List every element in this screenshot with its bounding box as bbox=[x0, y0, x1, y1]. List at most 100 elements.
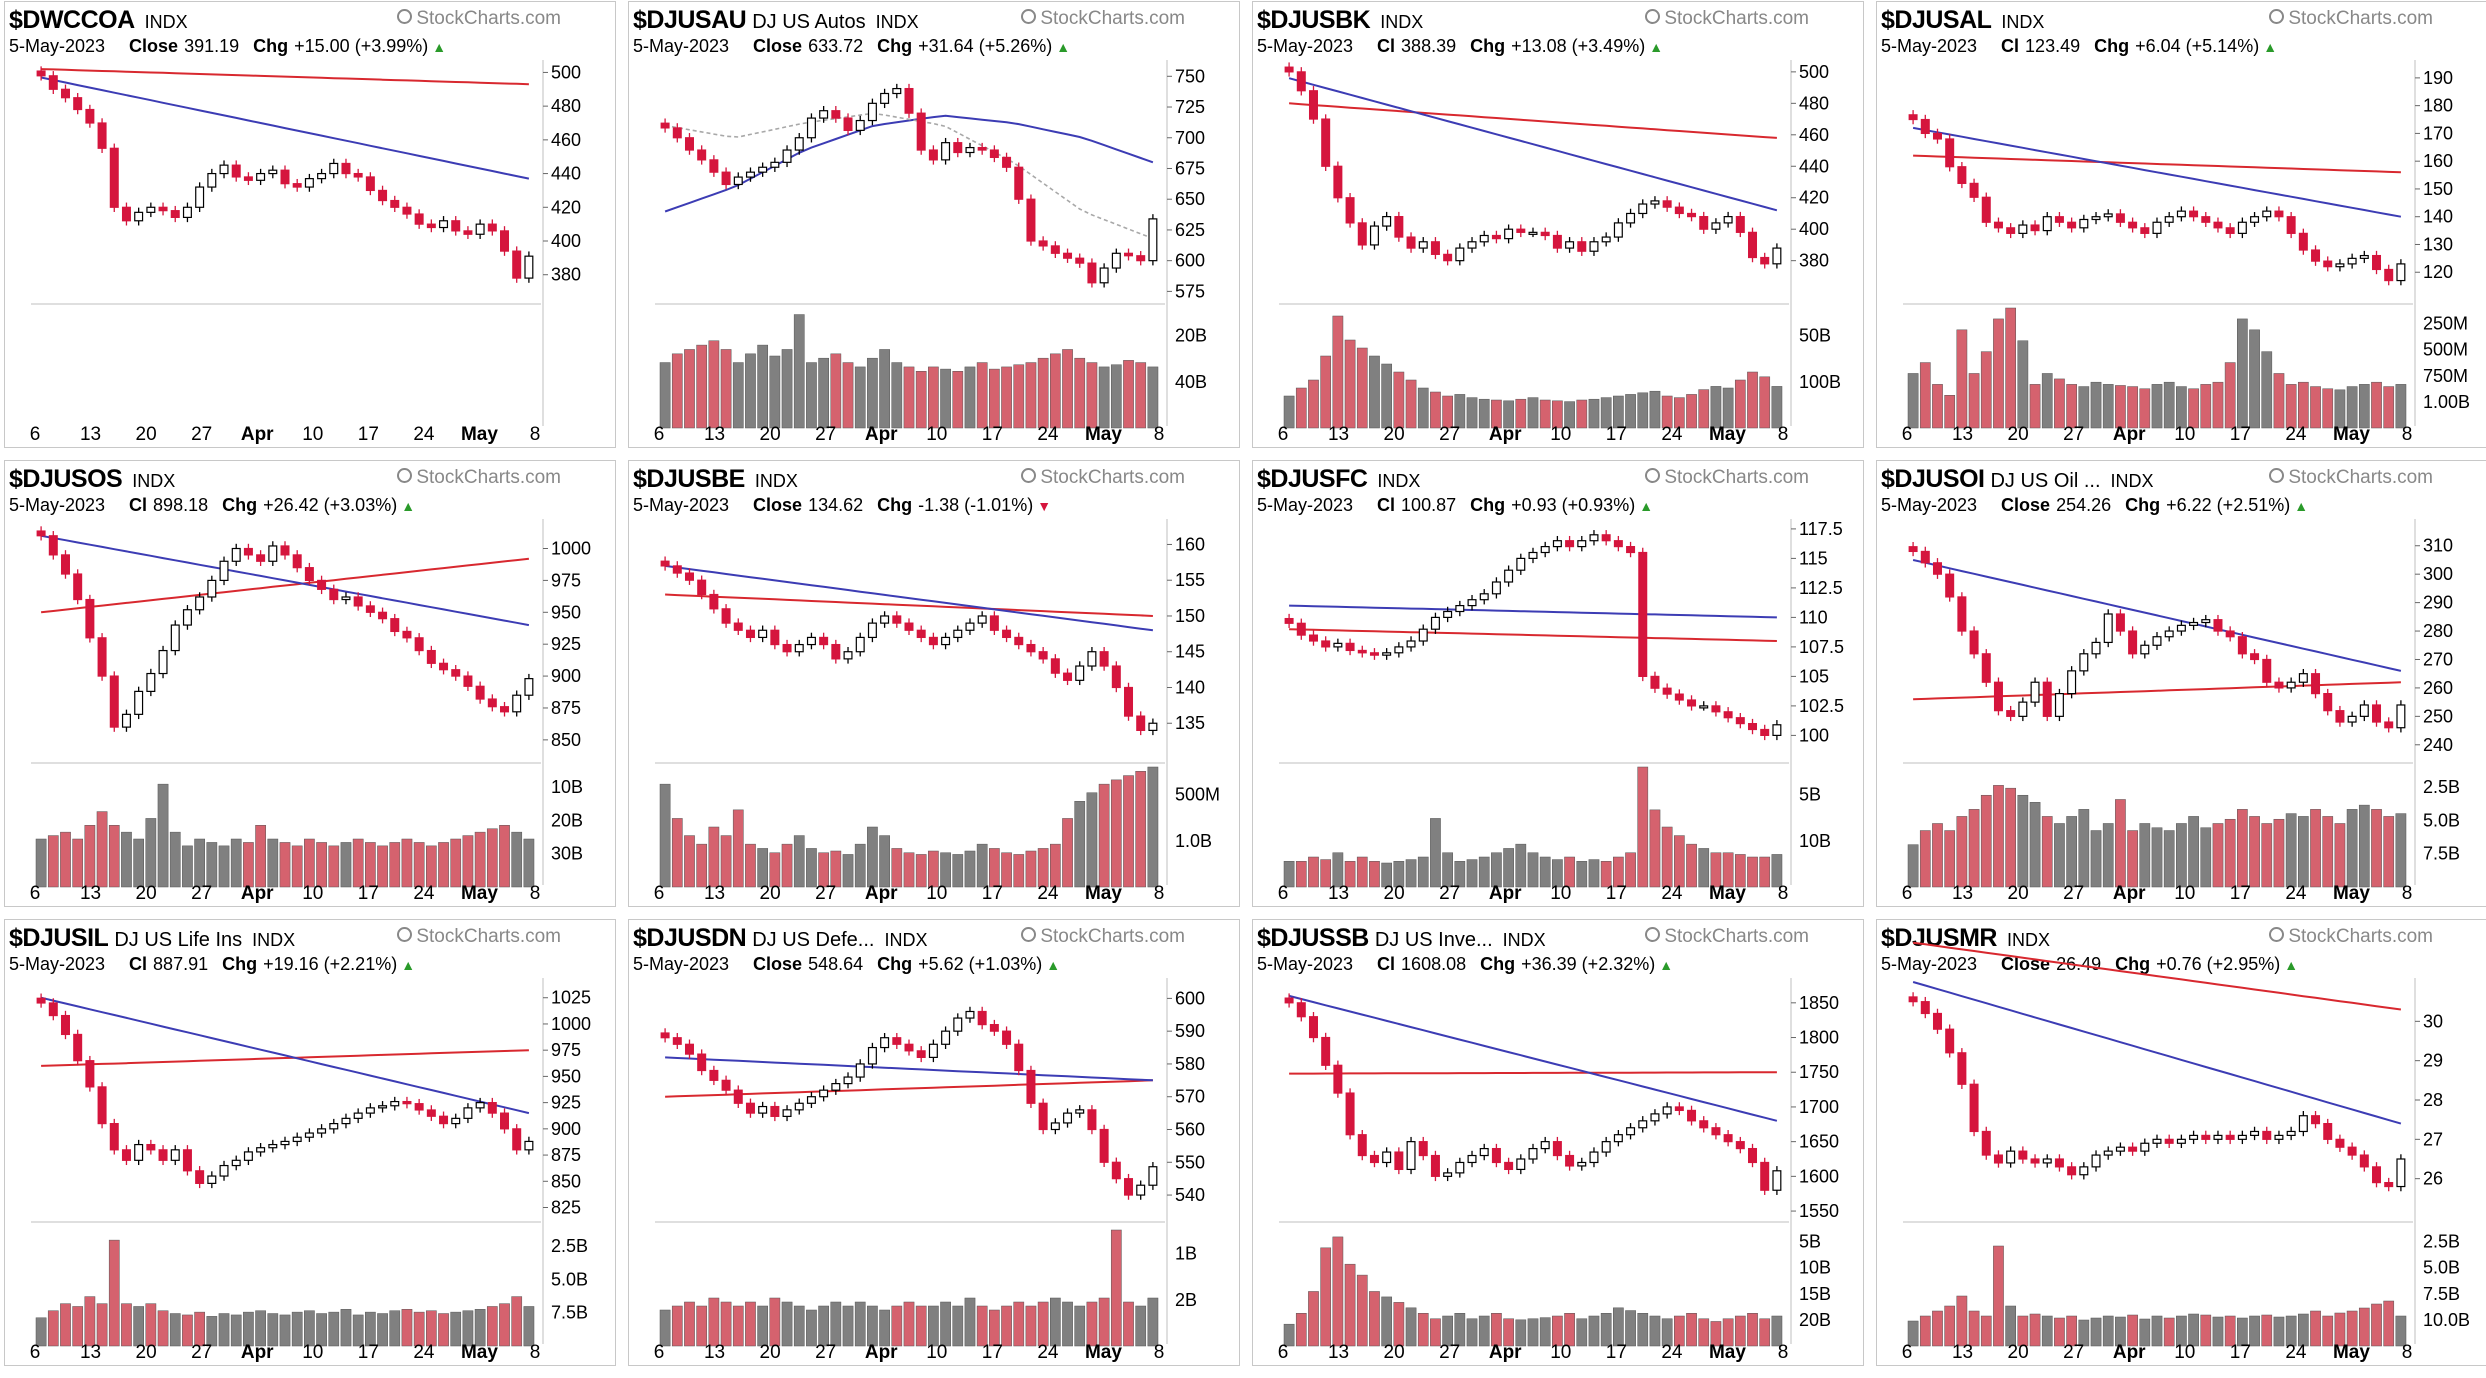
candle bbox=[1111, 665, 1121, 689]
candle bbox=[1674, 206, 1684, 215]
candle bbox=[794, 137, 804, 151]
chart-panel[interactable]: $DWCCOA INDX StockCharts.com 5-May-2023 Clos… bbox=[4, 1, 616, 448]
candle bbox=[2396, 263, 2406, 282]
volume-bar bbox=[1283, 861, 1295, 888]
change-label: Chg bbox=[1480, 954, 1516, 974]
exchange-label: INDX bbox=[1377, 471, 1421, 491]
candle bbox=[1418, 241, 1428, 249]
candle bbox=[1308, 1016, 1318, 1039]
candle bbox=[256, 554, 266, 562]
chart-panel[interactable]: $DJUSBE INDX StockCharts.com 5-May-2023 Clos… bbox=[628, 460, 1240, 907]
volume-bar bbox=[708, 340, 720, 429]
x-tick-label: 20 bbox=[2008, 424, 2029, 445]
volume-bar bbox=[1123, 1301, 1134, 1347]
volume-bar bbox=[793, 835, 805, 888]
chart-panel[interactable]: $DJUSAU DJ US Autos INDX StockCharts.com 5-M… bbox=[628, 1, 1240, 448]
chart-panel[interactable]: $DJUSIL DJ US Life Ins INDX StockCharts.com… bbox=[4, 919, 616, 1366]
y-tick-label: 112.5 bbox=[1799, 578, 1843, 598]
volume-bar bbox=[830, 1301, 842, 1347]
volume-bar bbox=[745, 1301, 756, 1347]
volume-bar bbox=[1013, 364, 1025, 429]
candle bbox=[2250, 216, 2260, 223]
volume-bar bbox=[732, 809, 744, 888]
x-tick-label: 13 bbox=[1328, 424, 1349, 445]
volume-bar bbox=[757, 1305, 769, 1347]
exchange-label: INDX bbox=[884, 930, 928, 950]
candle bbox=[1148, 1166, 1158, 1186]
x-tick-label: May bbox=[2333, 1342, 2370, 1363]
volume-bar bbox=[1110, 1229, 1122, 1347]
volume-bar bbox=[903, 366, 915, 429]
volume-bar bbox=[1466, 1318, 1478, 1347]
volume-bar bbox=[1049, 843, 1061, 888]
chart-panel[interactable]: $DJUSOS INDX StockCharts.com 5-May-2023 Cl 89… bbox=[4, 460, 616, 907]
x-tick-label: 8 bbox=[1154, 883, 1165, 904]
candle bbox=[977, 146, 987, 151]
candle bbox=[170, 1149, 180, 1161]
candle bbox=[268, 1143, 278, 1149]
volume-tick-label: 5.0B bbox=[2423, 1258, 2460, 1278]
chart-panel[interactable]: $DJUSBK INDX StockCharts.com 5-May-2023 Cl 38… bbox=[1252, 1, 1864, 448]
candle bbox=[1552, 1141, 1562, 1157]
candle bbox=[1369, 225, 1379, 246]
candle bbox=[2164, 1138, 2174, 1144]
chart-panel[interactable]: $DJUSAL INDX StockCharts.com 5-May-2023 Cl 12… bbox=[1876, 1, 2486, 448]
change-label: Chg bbox=[222, 954, 258, 974]
volume-bar bbox=[1295, 387, 1307, 429]
candle bbox=[1699, 705, 1709, 709]
brand-text: StockCharts.com bbox=[2288, 8, 2433, 29]
candle bbox=[195, 186, 205, 208]
x-tick-label: Apr bbox=[865, 424, 898, 445]
candle bbox=[2237, 636, 2247, 655]
volume-bar bbox=[1356, 347, 1368, 429]
volume-bar bbox=[2054, 378, 2065, 429]
candle bbox=[880, 615, 890, 624]
quote-line: 5-May-2023 Cl 100.87 Chg +0.93 (+0.93%) ▲ bbox=[1257, 495, 1653, 516]
candle bbox=[1430, 616, 1440, 630]
volume-bar bbox=[206, 842, 218, 888]
volume-bar bbox=[1968, 1310, 1980, 1347]
candle bbox=[1026, 1069, 1036, 1104]
exchange-label: INDX bbox=[875, 12, 919, 32]
volume-bar bbox=[267, 838, 279, 888]
volume-tick-label: 10B bbox=[551, 777, 583, 797]
volume-tick-label: 40B bbox=[1175, 372, 1207, 392]
volume-bar bbox=[928, 1305, 939, 1347]
volume-bar bbox=[1283, 395, 1295, 429]
x-tick-label: 27 bbox=[815, 424, 836, 445]
candle bbox=[292, 183, 302, 188]
volume-bar bbox=[2346, 1310, 2358, 1347]
x-tick-label: 13 bbox=[704, 1342, 725, 1363]
volume-bar bbox=[2358, 1307, 2370, 1347]
chart-panel[interactable]: $DJUSMR INDX StockCharts.com 5-May-2023 Clos… bbox=[1876, 919, 2486, 1366]
volume-bar bbox=[1308, 379, 1319, 429]
candle bbox=[1099, 267, 1109, 284]
candle bbox=[451, 669, 461, 677]
y-tick-label: 540 bbox=[1175, 1185, 1205, 1205]
chart-panel[interactable]: $DJUSFC INDX StockCharts.com 5-May-2023 Cl 10… bbox=[1252, 460, 1864, 907]
volume-bar bbox=[671, 818, 683, 888]
volume-bar bbox=[352, 838, 364, 888]
chart-panel[interactable]: $DJUSOI DJ US Oil ... INDX StockCharts.com 5… bbox=[1876, 460, 2486, 907]
candle bbox=[977, 615, 987, 624]
x-tick-label: 24 bbox=[1661, 424, 1683, 445]
volume-bar bbox=[1993, 318, 2004, 429]
change-label: Chg bbox=[2125, 495, 2161, 515]
candle bbox=[1308, 634, 1318, 642]
y-tick-label: 1750 bbox=[1799, 1062, 1839, 1082]
volume-bar bbox=[818, 1305, 829, 1347]
moving-average-line bbox=[664, 114, 1154, 213]
volume-bar bbox=[365, 1311, 376, 1347]
volume-bar bbox=[1564, 401, 1575, 429]
chart-panel[interactable]: $DJUSSB DJ US Inve... INDX StockCharts.com 5… bbox=[1252, 919, 1864, 1366]
candle bbox=[500, 706, 510, 713]
chart-panel[interactable]: $DJUSDN DJ US Defe... INDX StockCharts.com 5… bbox=[628, 919, 1240, 1366]
volume-bar bbox=[377, 845, 388, 888]
x-tick-label: May bbox=[1709, 424, 1746, 445]
y-tick-label: 100 bbox=[1799, 725, 1829, 745]
volume-bar bbox=[671, 353, 683, 429]
y-tick-label: 150 bbox=[1175, 606, 1205, 626]
candle bbox=[109, 1123, 119, 1151]
candle bbox=[1382, 216, 1392, 227]
candle bbox=[1087, 1109, 1097, 1131]
